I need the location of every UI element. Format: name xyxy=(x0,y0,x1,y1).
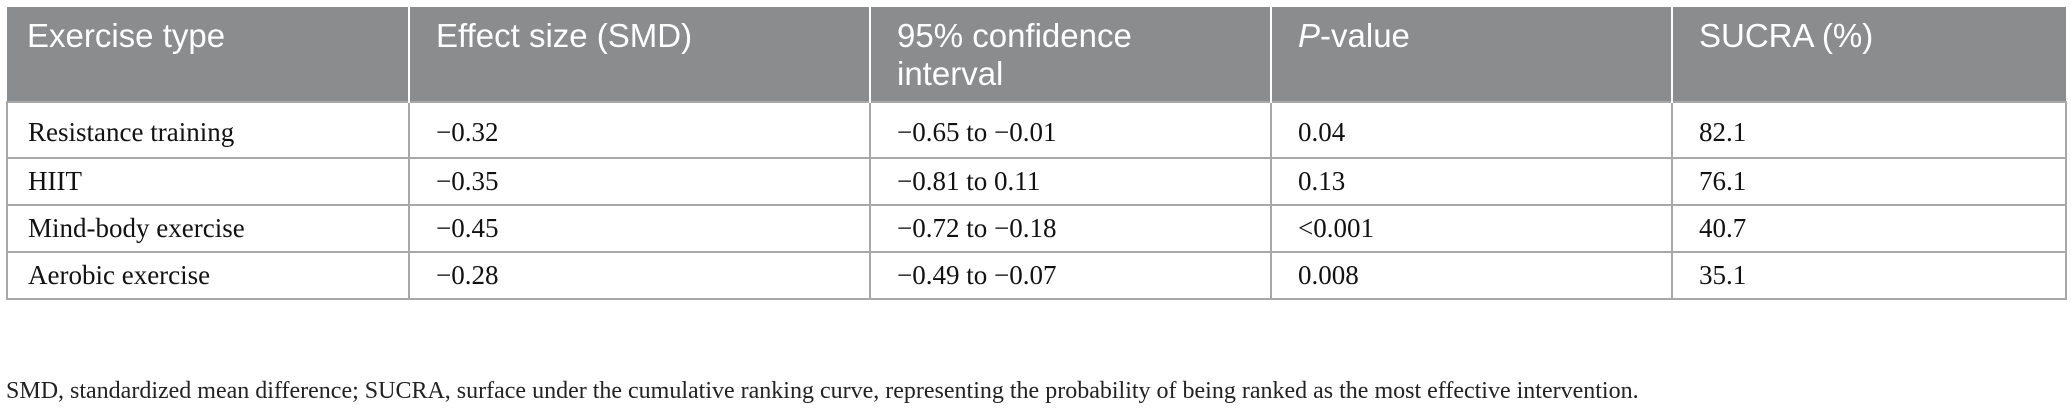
cell-p-value: 0.008 xyxy=(1270,251,1673,300)
cell-confidence-interval: −0.49 to −0.07 xyxy=(869,251,1272,300)
cell-exercise-type: HIIT xyxy=(6,157,410,206)
table-row: HIIT −0.35 −0.81 to 0.11 0.13 76.1 xyxy=(6,157,2067,206)
cell-sucra: 40.7 xyxy=(1671,204,2067,253)
header-effect-size: Effect size (SMD) xyxy=(408,7,871,102)
cell-effect-size: −0.32 xyxy=(408,101,871,159)
cell-exercise-type: Mind-body exercise xyxy=(6,204,410,253)
table-row: Mind-body exercise −0.45 −0.72 to −0.18 … xyxy=(6,204,2067,253)
header-p-value-italic: P xyxy=(1298,17,1321,54)
cell-p-value: 0.04 xyxy=(1270,101,1673,159)
cell-exercise-type: Aerobic exercise xyxy=(6,251,410,300)
header-confidence-interval: 95% confidence interval xyxy=(869,7,1272,102)
cell-effect-size: −0.35 xyxy=(408,157,871,206)
header-sucra: SUCRA (%) xyxy=(1671,7,2066,102)
cell-effect-size: −0.45 xyxy=(408,204,871,253)
table-row: Aerobic exercise −0.28 −0.49 to −0.07 0.… xyxy=(6,251,2067,300)
cell-confidence-interval: −0.72 to −0.18 xyxy=(869,204,1272,253)
cell-p-value: 0.13 xyxy=(1270,157,1673,206)
table-footnote: SMD, standardized mean difference; SUCRA… xyxy=(6,378,1639,404)
header-p-value: P-value xyxy=(1270,7,1673,102)
cell-p-value: <0.001 xyxy=(1270,204,1673,253)
cell-confidence-interval: −0.81 to 0.11 xyxy=(869,157,1272,206)
cell-sucra: 76.1 xyxy=(1671,157,2067,206)
results-table: Exercise type Effect size (SMD) 95% conf… xyxy=(6,7,2067,300)
cell-confidence-interval: −0.65 to −0.01 xyxy=(869,101,1272,159)
header-p-value-rest: -value xyxy=(1320,17,1410,54)
table-header-row: Exercise type Effect size (SMD) 95% conf… xyxy=(7,7,2066,102)
results-table-container: Exercise type Effect size (SMD) 95% conf… xyxy=(6,7,2067,300)
header-exercise-type: Exercise type xyxy=(7,7,410,102)
cell-sucra: 35.1 xyxy=(1671,251,2067,300)
cell-sucra: 82.1 xyxy=(1671,101,2067,159)
table-row: Resistance training −0.32 −0.65 to −0.01… xyxy=(6,101,2067,159)
cell-effect-size: −0.28 xyxy=(408,251,871,300)
cell-exercise-type: Resistance training xyxy=(6,101,410,159)
